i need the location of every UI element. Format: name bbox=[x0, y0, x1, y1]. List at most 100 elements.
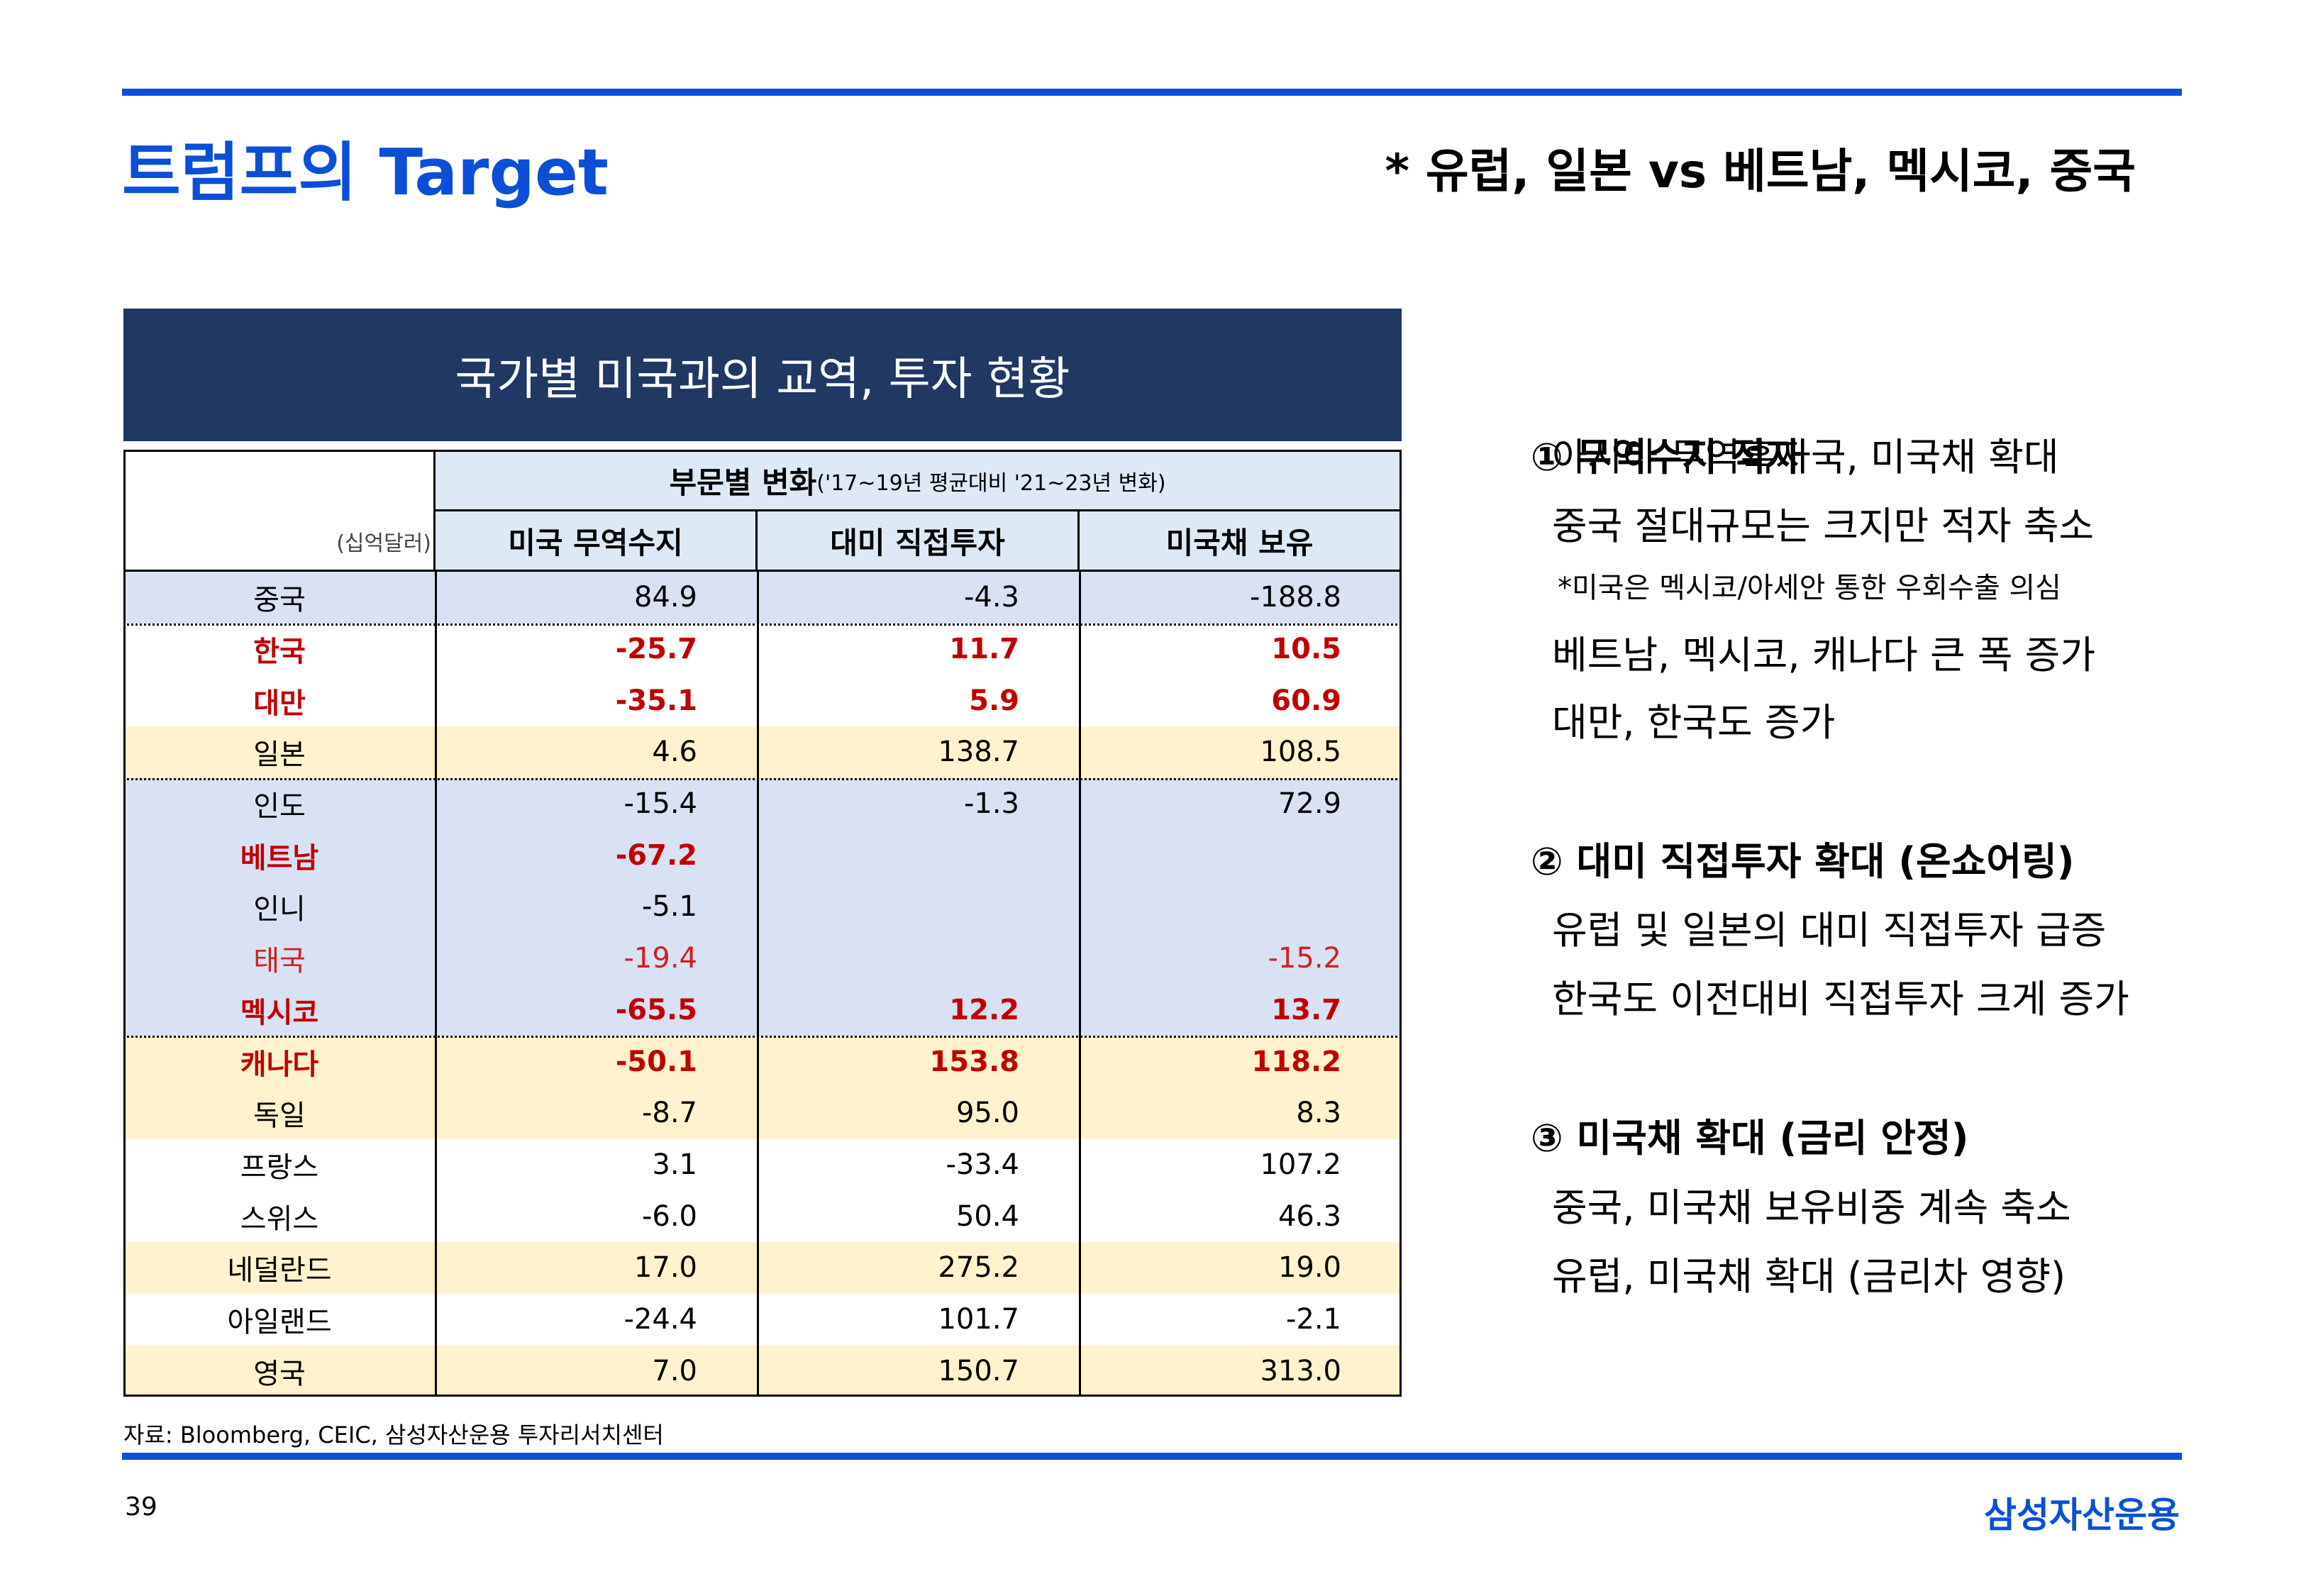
value-cell: 7.0 bbox=[652, 1354, 697, 1387]
value-cell: 5.9 bbox=[969, 684, 1019, 717]
note-line: 아시아 무역흑자국, 미국채 확대 bbox=[1552, 435, 2059, 480]
note-heading: ② 대미 직접투자 확대 (온쇼어링) bbox=[1531, 839, 2075, 884]
country: 프랑스 bbox=[240, 1151, 319, 1184]
table-row bbox=[123, 1087, 1402, 1139]
note-line: 중국 절대규모는 크지만 적자 축소 bbox=[1552, 504, 2095, 548]
value-cell: 12.2 bbox=[949, 993, 1019, 1026]
value-cell: 72.9 bbox=[1277, 787, 1341, 821]
value-cell: 108.5 bbox=[1260, 736, 1341, 769]
note-heading: ③ 미국채 확대 (금리 안정) bbox=[1531, 1116, 1969, 1160]
note-line: 유럽, 미국채 확대 (금리차 영향) bbox=[1552, 1254, 2066, 1299]
value-cell: -188.8 bbox=[1250, 581, 1341, 614]
value-cell: -1.3 bbox=[963, 787, 1019, 821]
country: 태국 bbox=[253, 945, 306, 978]
country: 캐나다 bbox=[240, 1048, 319, 1081]
column-header: 대미 직접투자 bbox=[758, 511, 1080, 572]
page-number: 39 bbox=[125, 1492, 157, 1522]
value-cell: 4.6 bbox=[652, 736, 697, 769]
value-cell: 50.4 bbox=[955, 1199, 1019, 1233]
value-cell: 17.0 bbox=[633, 1251, 697, 1285]
table-row bbox=[123, 881, 1402, 933]
country: 중국 bbox=[253, 584, 306, 617]
value-cell: 13.7 bbox=[1271, 993, 1341, 1026]
country: 영국 bbox=[253, 1357, 306, 1390]
value-cell: 3.1 bbox=[652, 1148, 697, 1181]
table-row bbox=[123, 1190, 1402, 1242]
table-row bbox=[123, 572, 1402, 624]
value-cell: -5.1 bbox=[641, 890, 697, 924]
value-cell: 11.7 bbox=[949, 633, 1019, 666]
value-cell: -15.2 bbox=[1268, 942, 1342, 975]
table-row bbox=[123, 726, 1402, 778]
value-cell: 313.0 bbox=[1260, 1354, 1341, 1387]
value-cell: 150.7 bbox=[938, 1354, 1019, 1387]
table-row bbox=[123, 777, 1402, 830]
country: 인도 bbox=[253, 790, 306, 824]
value-cell: 138.7 bbox=[938, 736, 1019, 769]
country: 대만 bbox=[253, 687, 306, 720]
table-row bbox=[123, 1345, 1402, 1397]
table-row bbox=[123, 675, 1402, 727]
title: 트럼프의 Target bbox=[122, 135, 609, 210]
value-cell: -25.7 bbox=[615, 633, 697, 666]
group-header: 부문별 변화 ('17~19년 평균대비 '21~23년 변화) bbox=[436, 450, 1402, 511]
note-line: 유럽 및 일본의 대미 직접투자 급증 bbox=[1552, 908, 2107, 953]
country: 베트남 bbox=[240, 841, 319, 875]
source: 자료: Bloomberg, CEIC, 삼성자산운용 투자리서치센터 bbox=[123, 1422, 664, 1448]
value-cell: -65.5 bbox=[615, 993, 697, 1026]
note-line: 한국도 이전대비 직접투자 크게 증가 bbox=[1552, 977, 2129, 1021]
country: 네덜란드 bbox=[227, 1254, 332, 1287]
country: 일본 bbox=[253, 738, 306, 772]
group-title: 부문별 변화 bbox=[669, 465, 817, 500]
bottom-rule bbox=[122, 1453, 2182, 1460]
value-cell: 118.2 bbox=[1251, 1045, 1341, 1078]
value-cell: -35.1 bbox=[615, 684, 697, 717]
table-row bbox=[123, 623, 1402, 675]
country: 아일랜드 bbox=[227, 1305, 332, 1339]
value-cell: 84.9 bbox=[633, 581, 697, 614]
value-cell: -2.1 bbox=[1285, 1302, 1341, 1336]
value-cell: 60.9 bbox=[1271, 684, 1341, 717]
value-cell: 8.3 bbox=[1296, 1097, 1341, 1130]
table: 국가별 미국과의 교역, 투자 현황 (십억달러) 부문별 변화 ('17~19년 … bbox=[123, 309, 1402, 1397]
value-cell: 10.5 bbox=[1271, 633, 1341, 666]
country: 독일 bbox=[253, 1099, 306, 1133]
table-row bbox=[123, 1036, 1402, 1087]
note-line: 베트남, 멕시코, 캐나다 큰 폭 증가 bbox=[1552, 633, 2095, 677]
country: 인니 bbox=[253, 893, 306, 926]
table-row bbox=[123, 984, 1402, 1036]
country: 한국 bbox=[253, 636, 306, 669]
value-cell: -33.4 bbox=[946, 1148, 1020, 1181]
table-row bbox=[123, 1138, 1402, 1191]
value-cell: 95.0 bbox=[955, 1097, 1019, 1130]
subtitle: * 유럽, 일본 vs 베트남, 멕시코, 중국 bbox=[1385, 144, 2136, 199]
header-cell bbox=[123, 450, 436, 572]
value-cell: 19.0 bbox=[1277, 1251, 1341, 1285]
column-header: 미국채 보유 bbox=[1080, 511, 1402, 572]
logo: 삼성자산운용 bbox=[1984, 1495, 2180, 1536]
note-remark: *미국은 멕시코/아세안 통한 우회수출 의심 bbox=[1558, 572, 2061, 604]
value-cell: -8.7 bbox=[641, 1097, 697, 1130]
value-cell: 153.8 bbox=[929, 1045, 1019, 1078]
column-rule bbox=[1078, 572, 1081, 1397]
value-cell: -24.4 bbox=[623, 1302, 698, 1336]
top-rule bbox=[122, 89, 2182, 96]
table-title: 국가별 미국과의 교역, 투자 현황 bbox=[123, 309, 1402, 441]
country: 멕시코 bbox=[240, 996, 319, 1029]
table-row bbox=[123, 1293, 1402, 1346]
value-cell: -19.4 bbox=[623, 942, 698, 975]
value-cell: 101.7 bbox=[938, 1302, 1019, 1336]
note-line: 대만, 한국도 증가 bbox=[1552, 700, 1836, 745]
column-rule bbox=[756, 572, 759, 1397]
value-cell: -15.4 bbox=[623, 787, 698, 821]
value-cell: -6.0 bbox=[641, 1199, 697, 1233]
group-note: ('17~19년 평균대비 '21~23년 변화) bbox=[816, 470, 1166, 496]
value-cell: -4.3 bbox=[963, 581, 1019, 614]
column-header: 미국 무역수지 bbox=[436, 511, 758, 572]
table-row bbox=[123, 932, 1402, 985]
column-rule bbox=[434, 572, 437, 1397]
note-heading: ① 무역수지 적자 bbox=[1531, 435, 1802, 480]
note-line: 중국, 미국채 보유비중 계속 축소 bbox=[1552, 1185, 2071, 1230]
value-cell: 46.3 bbox=[1277, 1199, 1341, 1233]
